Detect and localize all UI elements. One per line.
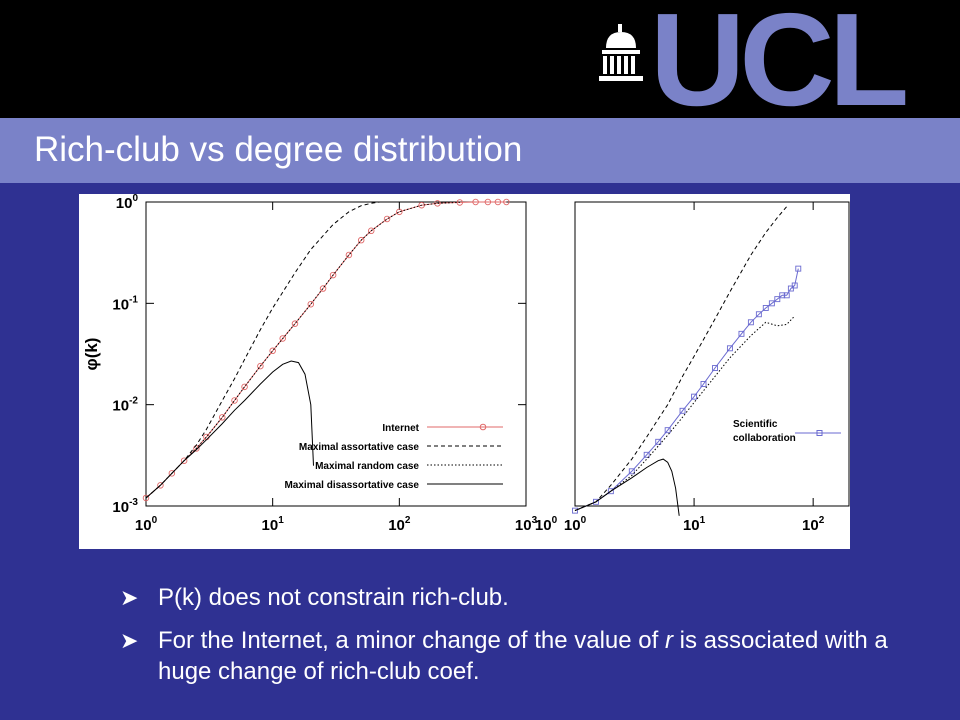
series-line [145, 201, 460, 499]
bullet-text: P(k) does not constrain rich-club. [158, 584, 509, 611]
slide-title: Rich-club vs degree distribution [34, 130, 523, 169]
data-point [655, 438, 662, 445]
data-point [269, 347, 276, 355]
chart-svg: φ(k) Internet Maximal assortative case Maxi… [82, 193, 850, 534]
top-bar [0, 0, 960, 118]
legend-label: Maximal assortative case [299, 442, 420, 453]
x-tick-label: 100 [535, 515, 558, 534]
data-point [762, 305, 769, 311]
data-point [367, 227, 375, 235]
plot-frame [574, 201, 850, 507]
series-line [145, 360, 314, 499]
legend-marker [816, 430, 823, 436]
x-tick-label: 100 [135, 515, 158, 534]
data-point [691, 393, 698, 400]
y-tick-label: 10-1 [112, 294, 138, 313]
data-point [747, 319, 754, 326]
data-point [383, 215, 391, 223]
data-point [231, 397, 238, 404]
data-point [628, 468, 635, 475]
chart-figure: φ(k) Internet Maximal assortative case Maxi… [79, 193, 850, 549]
data-point [700, 381, 707, 387]
data-point [319, 285, 327, 292]
data-point [755, 311, 762, 318]
data-point [503, 198, 510, 206]
data-point [791, 282, 798, 289]
series-line [574, 268, 799, 512]
portico-icon [599, 24, 643, 81]
data-point [345, 251, 353, 259]
data-point [795, 265, 802, 272]
data-point [279, 335, 286, 342]
data-point [456, 199, 464, 206]
data-point [396, 208, 403, 216]
x-tick-label: 101 [683, 515, 706, 534]
chart-panel-2: Scientific collaboration [572, 201, 850, 516]
y-tick-label: 10-3 [112, 497, 138, 516]
arrow-bullet-icon: ➤ [120, 628, 139, 653]
series-line [574, 206, 788, 512]
bullet-list: ➤ P(k) does not constrain rich-club. ➤ F… [120, 582, 920, 699]
ucl-logo: UCL [594, 0, 924, 126]
data-point [291, 320, 299, 327]
data-point [712, 365, 718, 371]
series-line [574, 458, 680, 516]
data-point [219, 414, 226, 421]
data-point [593, 498, 599, 505]
data-point [679, 407, 686, 414]
data-point [787, 285, 794, 292]
plot-frame [145, 201, 527, 507]
data-point [307, 300, 315, 308]
x-tick-label: 102 [802, 515, 825, 534]
data-point [484, 198, 492, 206]
legend-marker [479, 423, 487, 431]
data-point [472, 198, 479, 206]
data-point [783, 292, 790, 299]
y-tick-label: 100 [116, 194, 139, 212]
data-point [768, 300, 775, 307]
bullet-text: For the Internet, a minor change of the … [158, 627, 888, 685]
y-axis-label: φ(k) [82, 338, 101, 371]
series-line [145, 201, 388, 499]
legend-label: Scientific [733, 419, 778, 430]
data-point [329, 271, 337, 279]
x-tick-label: 102 [388, 515, 411, 534]
logo-text: UCL [650, 0, 909, 133]
data-point [157, 482, 164, 489]
data-point [738, 330, 745, 337]
title-band: Rich-club vs degree distribution [0, 118, 960, 183]
y-tick-label: 10-2 [112, 396, 138, 415]
arrow-bullet-icon: ➤ [120, 585, 139, 610]
chart-panel-1: φ(k) Internet Maximal assortative case Maxi… [82, 198, 527, 507]
bullet-item: ➤ For the Internet, a minor change of th… [120, 625, 920, 687]
bullet-item: ➤ P(k) does not constrain rich-club. [120, 582, 920, 613]
data-point [168, 470, 176, 477]
data-point [779, 292, 786, 299]
data-point [257, 362, 264, 370]
data-point [572, 507, 578, 514]
data-point [241, 383, 248, 391]
data-point [607, 488, 614, 495]
series-line [574, 315, 796, 512]
data-point [664, 427, 671, 434]
legend-label: collaboration [733, 433, 796, 444]
x-tick-label: 100 [564, 515, 587, 534]
data-point [494, 198, 502, 206]
series-line [145, 201, 507, 499]
data-point [643, 451, 650, 458]
data-point [774, 296, 781, 303]
data-point [357, 236, 365, 244]
legend-label: Internet [382, 423, 419, 434]
data-point [180, 457, 188, 464]
data-point [726, 345, 733, 352]
legend-label: Maximal random case [315, 461, 419, 472]
data-point [142, 494, 150, 502]
x-tick-label: 101 [262, 515, 285, 534]
legend-label: Maximal disassortative case [284, 480, 419, 491]
